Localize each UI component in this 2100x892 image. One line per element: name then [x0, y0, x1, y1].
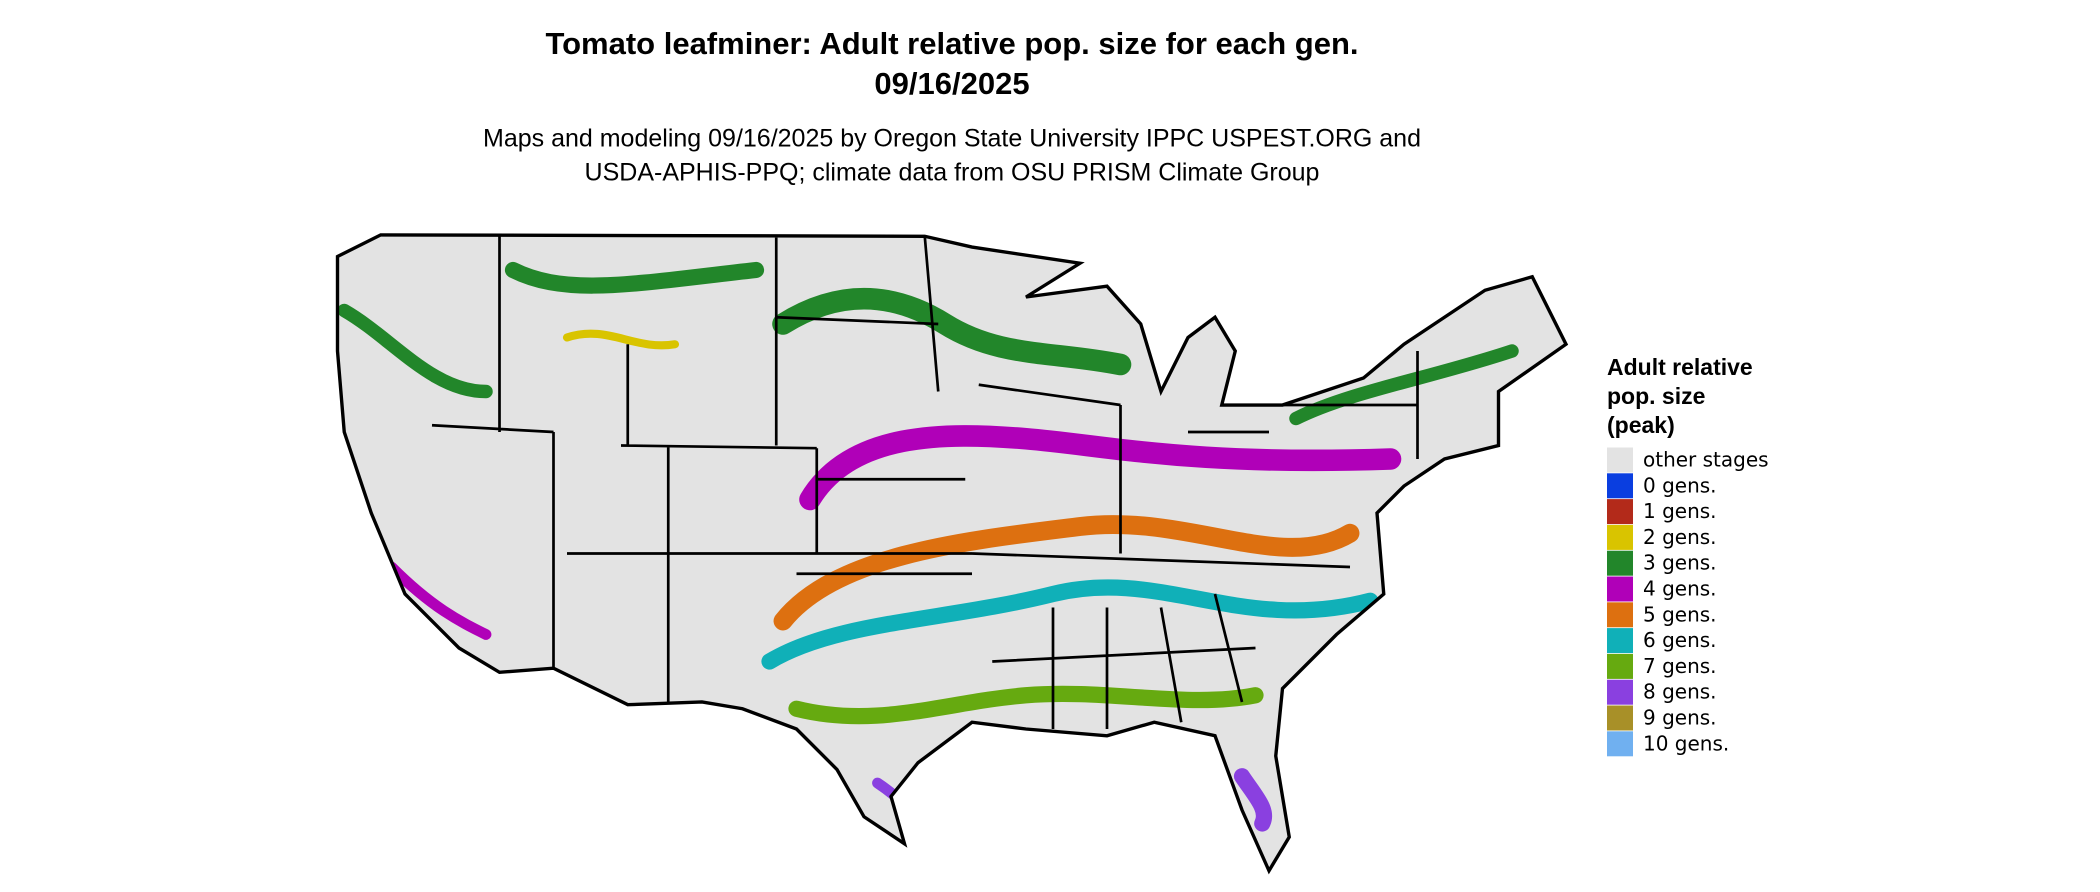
zone	[799, 425, 1402, 511]
legend-swatch	[1607, 473, 1633, 499]
legend-swatch	[1607, 447, 1633, 473]
legend-label: 4 gens.	[1643, 577, 1717, 601]
map	[335, 233, 1569, 875]
subtitle: Maps and modeling 09/16/2025 by Oregon S…	[483, 125, 1421, 153]
zone	[337, 303, 493, 399]
subtitle: USDA-APHIS-PPQ; climate data from OSU PR…	[585, 159, 1320, 187]
zone	[1289, 344, 1519, 426]
legend-swatch	[1607, 576, 1633, 602]
legend-swatch	[1607, 602, 1633, 628]
legend-swatch	[1607, 524, 1633, 550]
legend-label: 8 gens.	[1643, 680, 1717, 704]
legend-title: (peak)	[1607, 412, 1675, 438]
legend-swatch	[1607, 705, 1633, 731]
legend-label: 9 gens.	[1643, 706, 1717, 730]
zone	[1233, 768, 1272, 832]
zone	[772, 287, 1132, 376]
legend-swatch	[1607, 731, 1633, 757]
legend-label: other stages	[1643, 448, 1769, 472]
zone	[788, 685, 1264, 725]
legend-swatch	[1607, 628, 1633, 654]
zone	[386, 561, 492, 640]
legend: Adult relative pop. size (peak) other stage…	[1607, 354, 1769, 757]
legend-label: 7 gens.	[1643, 654, 1717, 678]
legend-label: 5 gens.	[1643, 602, 1717, 626]
zone	[504, 261, 765, 294]
legend-label: 3 gens.	[1643, 551, 1717, 575]
date: 09/16/2025	[874, 66, 1029, 101]
country-outline	[335, 233, 1569, 875]
legend-label: 1 gens.	[1643, 499, 1717, 523]
zone	[562, 329, 680, 350]
zone	[761, 579, 1379, 670]
title: Tomato leafminer: Adult relative pop. si…	[545, 26, 1358, 61]
legend-label: 6 gens.	[1643, 628, 1717, 652]
legend-label: 10 gens.	[1643, 731, 1729, 755]
legend-swatch	[1607, 499, 1633, 525]
legend-swatch	[1607, 653, 1633, 679]
legend-title: Adult relative	[1607, 354, 1753, 380]
legend-title: pop. size	[1607, 383, 1705, 409]
legend-swatch	[1607, 679, 1633, 705]
legend-label: 2 gens.	[1643, 525, 1717, 549]
legend-swatch	[1607, 550, 1633, 576]
legend-label: 0 gens.	[1643, 473, 1717, 497]
map-fill	[337, 234, 1567, 871]
state-borders	[431, 236, 1419, 730]
